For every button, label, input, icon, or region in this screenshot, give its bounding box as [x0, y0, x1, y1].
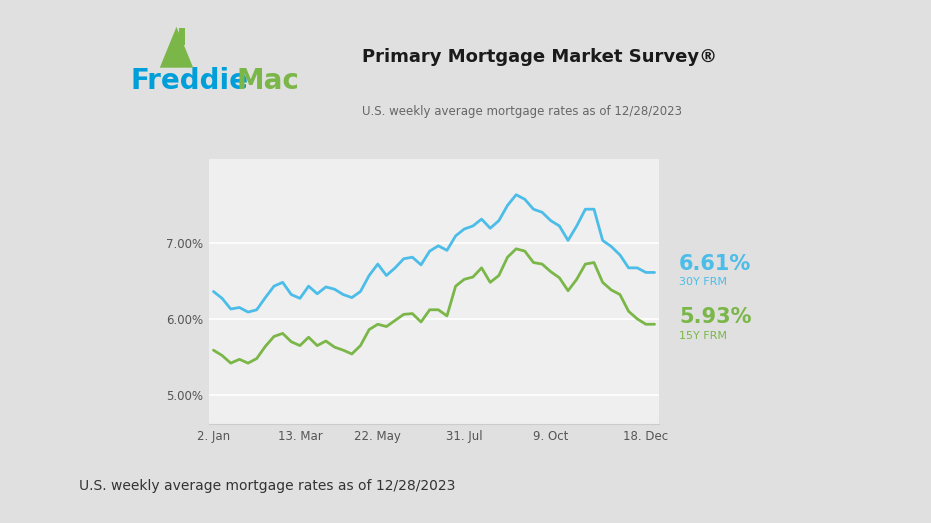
Text: 30Y FRM: 30Y FRM: [679, 277, 727, 287]
Text: 6.61%: 6.61%: [679, 254, 751, 274]
Text: 5.93%: 5.93%: [679, 308, 751, 327]
Text: Mac: Mac: [236, 67, 299, 95]
Text: Freddie: Freddie: [130, 67, 249, 95]
Text: 15Y FRM: 15Y FRM: [679, 331, 727, 340]
FancyBboxPatch shape: [180, 28, 185, 46]
Text: U.S. weekly average mortgage rates as of 12/28/2023: U.S. weekly average mortgage rates as of…: [79, 479, 455, 493]
Text: Primary Mortgage Market Survey®: Primary Mortgage Market Survey®: [361, 48, 717, 65]
Polygon shape: [160, 27, 193, 67]
Text: U.S. weekly average mortgage rates as of 12/28/2023: U.S. weekly average mortgage rates as of…: [361, 105, 681, 118]
